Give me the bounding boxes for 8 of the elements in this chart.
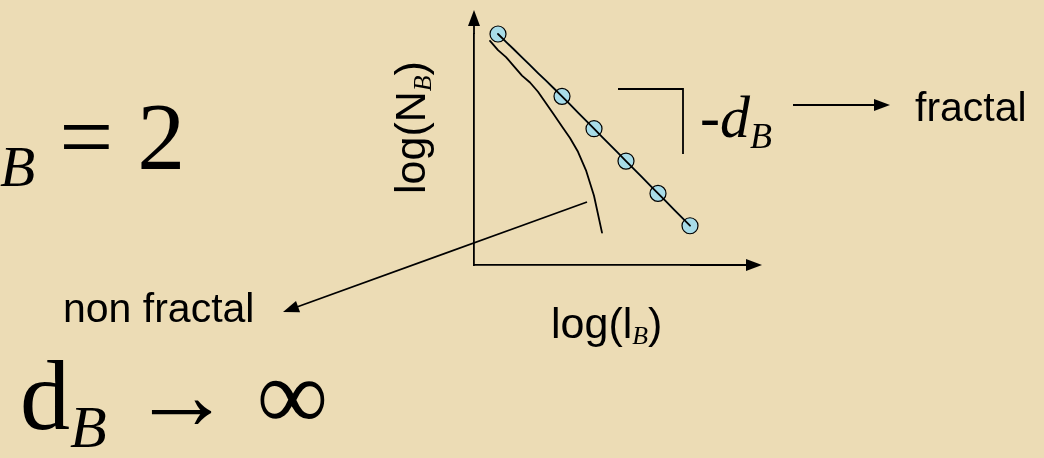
point	[489, 25, 507, 43]
text: d$_{B}$ → ∞	[20, 340, 328, 458]
text: -d$_{B}$	[700, 84, 772, 156]
legend-label: fractal	[915, 84, 1027, 130]
x-axis-title: log(l$_{B}$)	[551, 299, 663, 350]
text: non fractal	[63, 285, 255, 331]
point	[681, 217, 699, 235]
text: $_{B}$ = 2	[0, 83, 186, 199]
